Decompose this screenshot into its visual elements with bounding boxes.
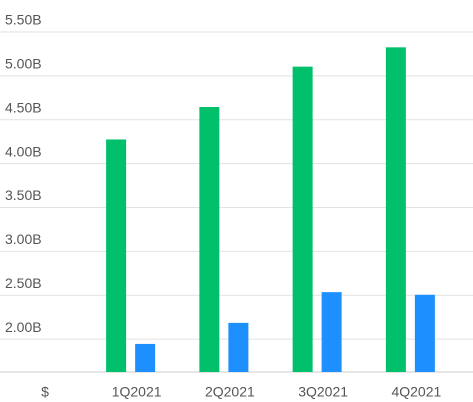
y-tick-label: 3.00B [5, 231, 42, 247]
bar [414, 294, 435, 372]
bar [199, 106, 220, 373]
y-tick-label: 4.50B [5, 99, 42, 115]
bar [321, 292, 342, 372]
y-tick-label: 2.00B [5, 319, 42, 335]
x-tick-label: 3Q2021 [298, 384, 348, 400]
bar [228, 322, 249, 372]
x-tick-label: 2Q2021 [205, 384, 255, 400]
bar [106, 139, 127, 372]
bar [135, 343, 156, 372]
x-tick-label: 4Q2021 [391, 384, 441, 400]
y-tick-label: 4.00B [5, 143, 42, 159]
y-tick-label: 3.50B [5, 187, 42, 203]
y-tick-label: 5.50B [5, 12, 42, 28]
y-tick-label: 2.50B [5, 275, 42, 291]
x-tick-label: 1Q2021 [112, 384, 162, 400]
bar [292, 66, 313, 372]
y-tick-label: 5.00B [5, 56, 42, 72]
y-axis-label: $ [41, 384, 49, 400]
bar [385, 47, 406, 372]
